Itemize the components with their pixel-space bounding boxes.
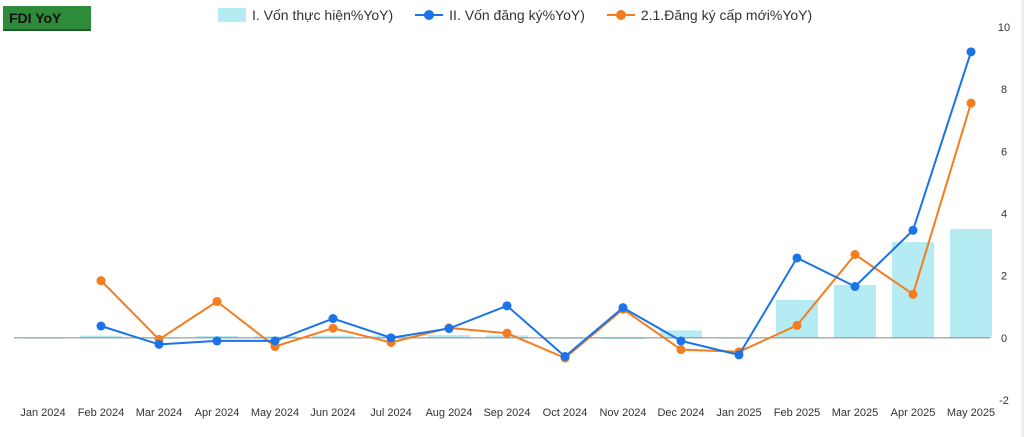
legend-label-blue: II. Vốn đăng ký%YoY) xyxy=(449,7,585,23)
x-tick-label-0: Jan 2024 xyxy=(20,407,65,419)
blue-series-point-8 xyxy=(502,301,512,311)
x-tick-label-5: Jun 2024 xyxy=(310,407,355,419)
x-tick-label-2: Mar 2024 xyxy=(136,407,182,419)
y-tick-label-4: 2 xyxy=(1001,271,1007,283)
x-tick-label-6: Jul 2024 xyxy=(370,407,412,419)
legend-swatch-bar xyxy=(218,8,246,22)
blue-series-point-15 xyxy=(908,225,918,235)
blue-series-point-13 xyxy=(792,253,802,263)
chart-title-box: FDI YoY xyxy=(3,6,91,31)
blue-series-point-9 xyxy=(560,351,570,361)
y-tick-label-3: 4 xyxy=(1001,209,1007,221)
blue-series-point-5 xyxy=(328,314,338,324)
x-tick-label-9: Oct 2024 xyxy=(543,407,588,419)
blue-series-point-10 xyxy=(618,303,628,313)
y-tick-label-5: 0 xyxy=(1001,333,1007,345)
orange-series-point-1 xyxy=(96,276,106,286)
bar-14 xyxy=(834,284,876,338)
orange-series-point-16 xyxy=(966,98,976,108)
blue-series-point-6 xyxy=(386,333,396,343)
orange-series-point-8 xyxy=(502,328,512,338)
x-tick-label-3: Apr 2024 xyxy=(195,407,240,419)
legend-swatch-blue xyxy=(415,8,444,22)
legend-item-orange[interactable]: 2.1.Đăng ký cấp mới%YoY) xyxy=(606,7,813,23)
x-tick-label-7: Aug 2024 xyxy=(425,407,472,419)
orange-series-point-3 xyxy=(212,296,222,306)
orange-series-point-11 xyxy=(676,345,686,355)
bar-10 xyxy=(602,337,644,340)
blue-series-line xyxy=(100,51,972,358)
orange-series-line xyxy=(100,102,972,359)
x-tick-label-12: Jan 2025 xyxy=(716,407,761,419)
blue-series-point-14 xyxy=(850,282,860,292)
legend-item-blue[interactable]: II. Vốn đăng ký%YoY) xyxy=(415,7,585,23)
blue-series-point-3 xyxy=(212,336,222,346)
x-tick-label-8: Sep 2024 xyxy=(483,407,530,419)
x-tick-label-15: Apr 2025 xyxy=(891,407,936,419)
blue-series-point-2 xyxy=(154,339,164,349)
orange-series-point-5 xyxy=(328,323,338,333)
x-tick-label-16: May 2025 xyxy=(947,407,995,419)
x-tick-label-4: May 2024 xyxy=(251,407,299,419)
y-tick-label-6: -2 xyxy=(999,395,1009,407)
blue-series-point-4 xyxy=(270,336,280,346)
legend-label-orange: 2.1.Đăng ký cấp mới%YoY) xyxy=(640,7,813,23)
edge-shadow xyxy=(1020,0,1024,437)
legend-label-bar: I. Vốn thực hiện%YoY) xyxy=(252,7,394,23)
y-tick-label-2: 6 xyxy=(1001,146,1007,158)
orange-series-point-14 xyxy=(850,250,860,260)
bar-11 xyxy=(660,330,702,338)
bar-7 xyxy=(428,335,470,338)
orange-series-point-13 xyxy=(792,320,802,330)
x-tick-label-14: Mar 2025 xyxy=(832,407,878,419)
blue-series-point-16 xyxy=(966,47,976,57)
blue-series-point-1 xyxy=(96,321,106,331)
x-tick-label-11: Dec 2024 xyxy=(657,407,704,419)
legend-swatch-orange xyxy=(606,8,635,22)
legend: I. Vốn thực hiện%YoY) II. Vốn đăng ký%Yo… xyxy=(218,7,834,23)
y-tick-label-1: 8 xyxy=(1001,84,1007,96)
chart-title: FDI YoY xyxy=(9,10,62,26)
blue-series-point-7 xyxy=(444,324,454,334)
x-tick-label-10: Nov 2024 xyxy=(599,407,646,419)
y-tick-label-0: 10 xyxy=(998,22,1010,34)
bar-16 xyxy=(950,229,992,338)
orange-series-point-15 xyxy=(908,289,918,299)
legend-item-bar[interactable]: I. Vốn thực hiện%YoY) xyxy=(218,7,393,23)
bar-5 xyxy=(312,335,354,338)
blue-series-point-12 xyxy=(734,350,744,360)
blue-series-point-11 xyxy=(676,336,686,346)
bar-1 xyxy=(80,335,122,338)
x-tick-label-1: Feb 2024 xyxy=(78,407,124,419)
x-tick-label-13: Feb 2025 xyxy=(774,407,820,419)
